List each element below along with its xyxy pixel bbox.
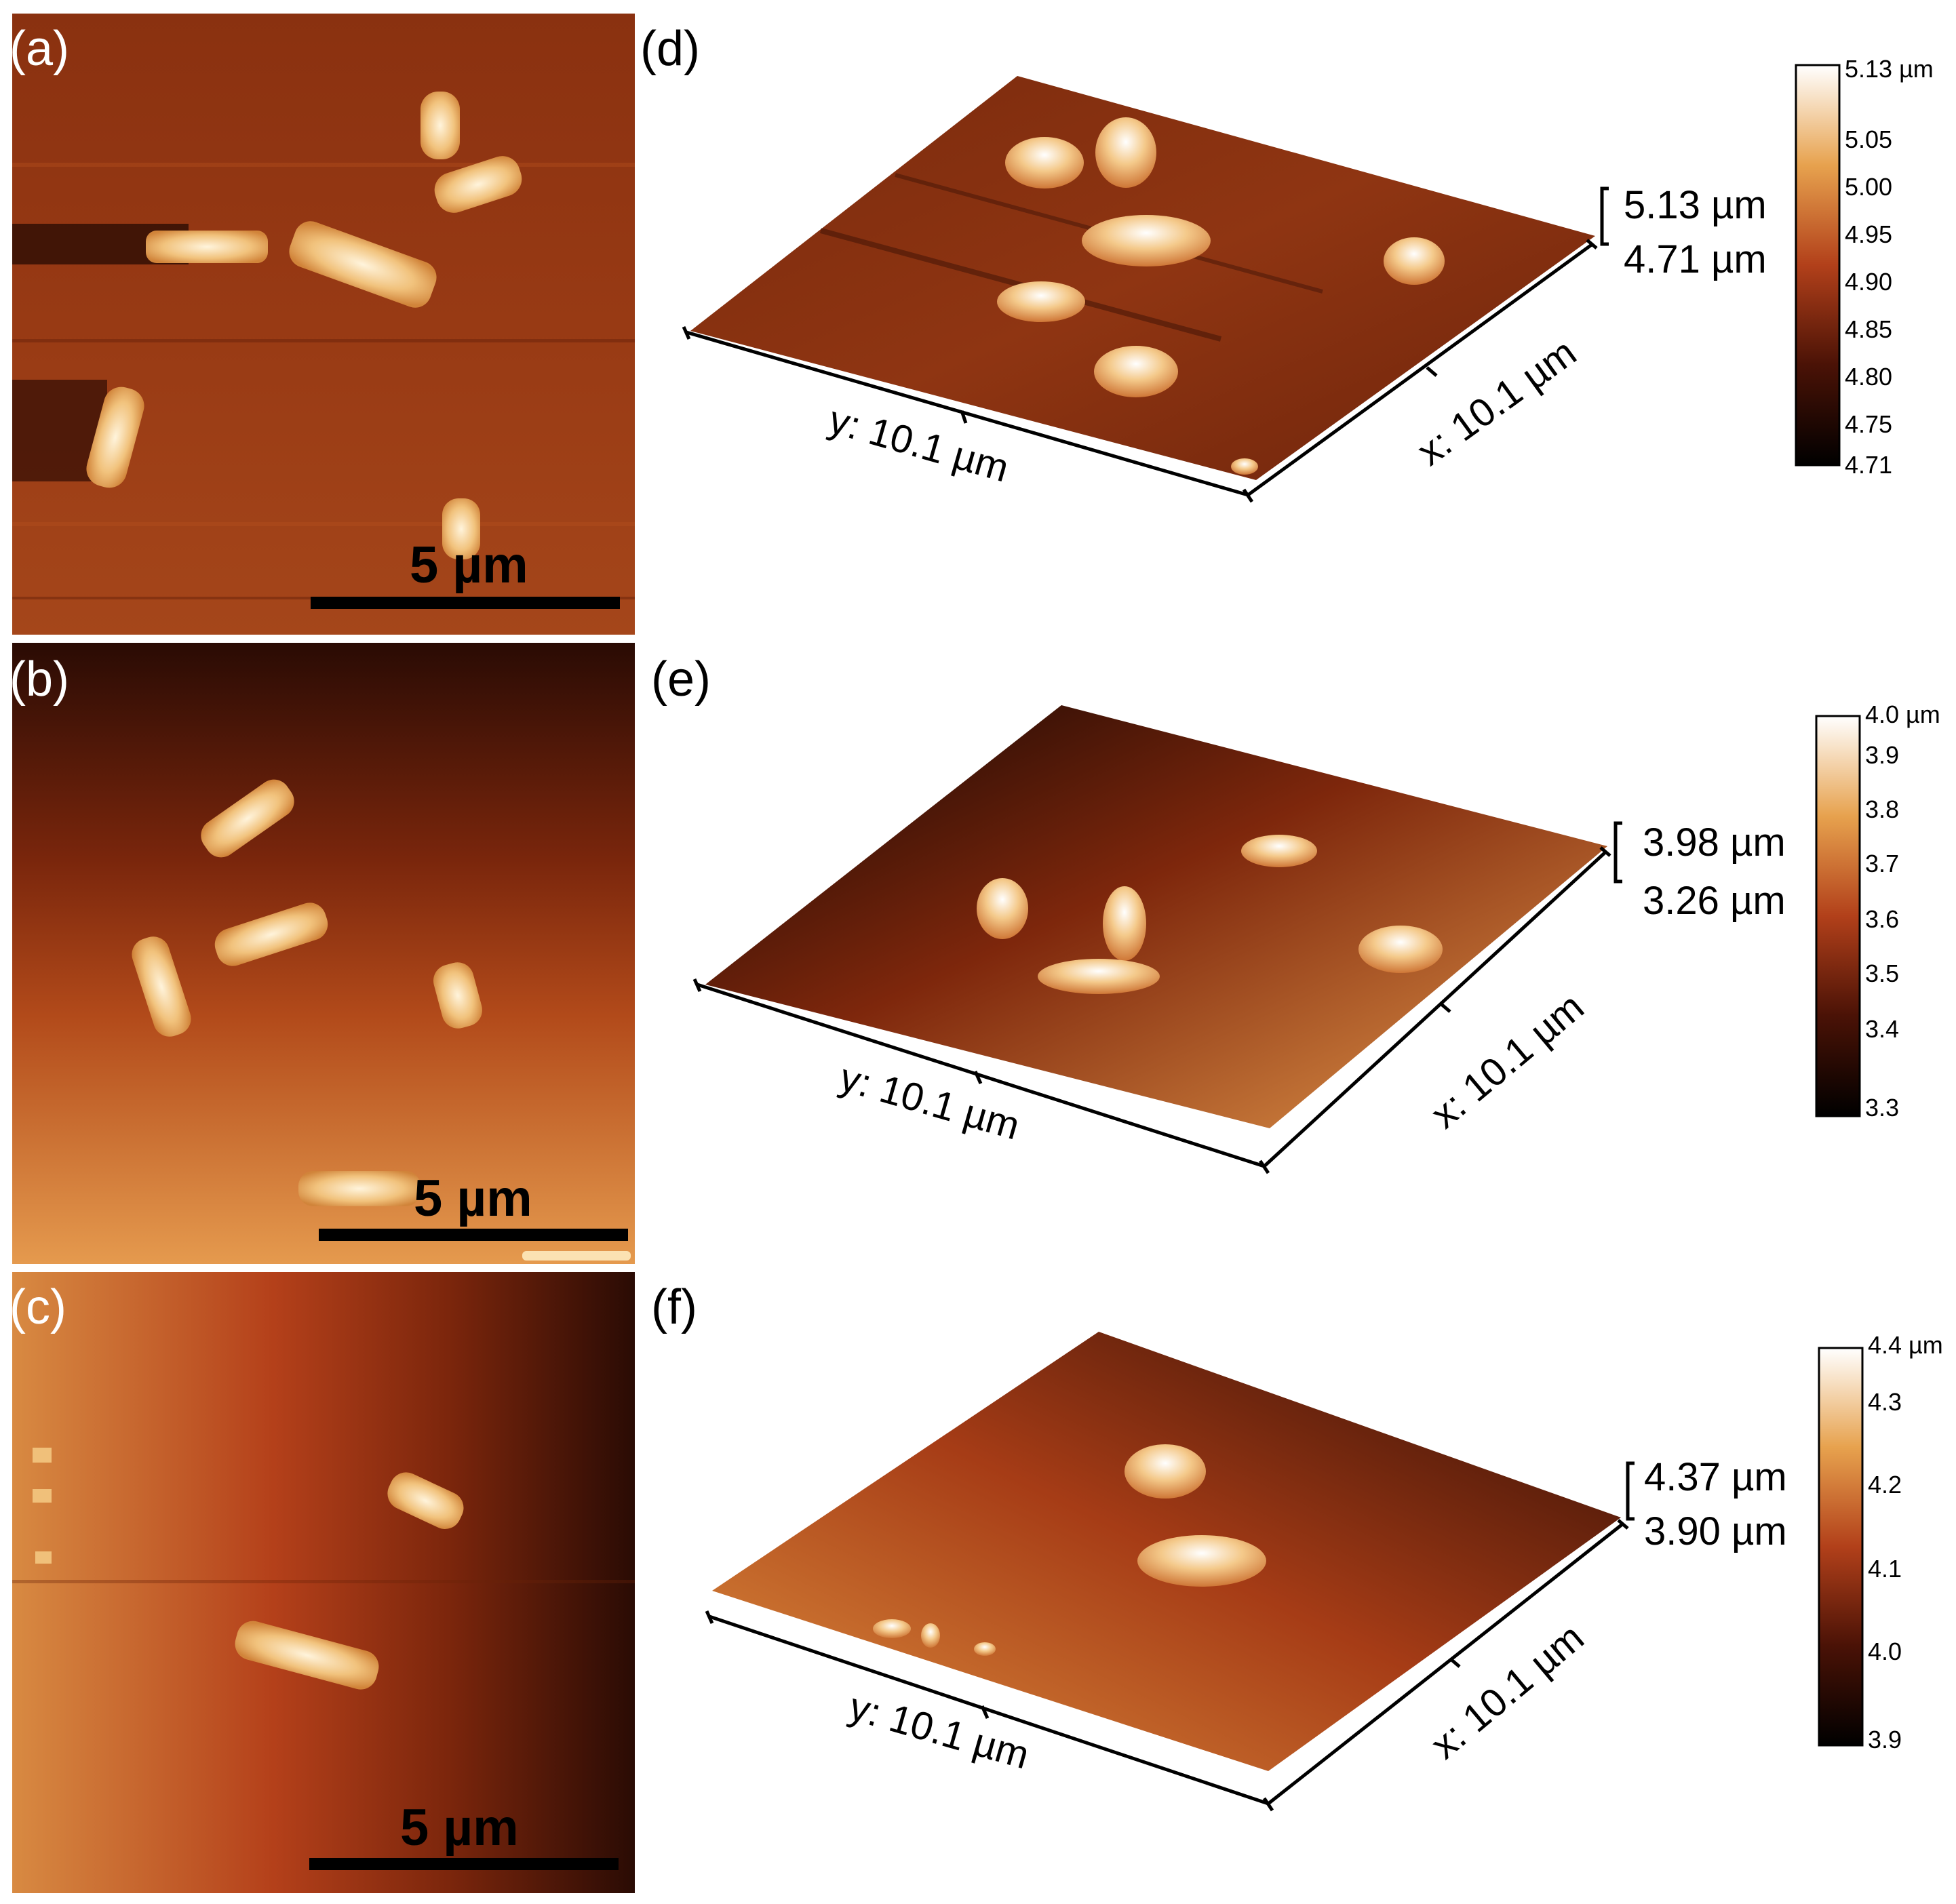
colorbar-tick-e: 3.3	[1865, 1094, 1900, 1122]
panel-label-e: (e)	[651, 652, 711, 707]
range-low-e: 3.26 µm	[1643, 879, 1786, 923]
afm-3d-surface-f	[712, 1332, 1621, 1771]
colorbar-tick-d: 4.71	[1845, 451, 1893, 479]
colorbar-tick-e: 3.9	[1865, 741, 1900, 769]
axis-lines-d	[682, 186, 1609, 503]
panel-label-d: (d)	[640, 22, 700, 76]
range-low-d: 4.71 µm	[1624, 237, 1767, 281]
colorbar-tick-f: 4.3	[1868, 1388, 1902, 1416]
panel-label-f: (f)	[651, 1280, 697, 1334]
scale-bar-label-b: 5 µm	[414, 1170, 532, 1227]
range-high-f: 4.37 µm	[1644, 1455, 1787, 1499]
colorbar-tick-d: 5.00	[1845, 173, 1893, 201]
scale-bar-label-a: 5 µm	[410, 536, 528, 594]
colorbar-tick-e: 3.4	[1865, 1015, 1900, 1043]
colorbar-tick-f: 3.9	[1868, 1726, 1902, 1753]
colorbar-tick-d: 4.95	[1845, 220, 1893, 248]
afm-image-a	[12, 14, 635, 635]
scale-bar-label-c: 5 µm	[400, 1799, 519, 1857]
colorbar-tick-d: 4.90	[1845, 268, 1893, 296]
range-low-f: 3.90 µm	[1644, 1509, 1787, 1553]
panel-label-a: (a)	[9, 22, 69, 76]
afm-3d-surface-e	[705, 705, 1607, 1128]
afm-image-b	[12, 643, 635, 1264]
colorbar-f	[1818, 1347, 1864, 1747]
colorbar-tick-f: 4.1	[1868, 1555, 1902, 1583]
colorbar-tick-d: 4.85	[1845, 315, 1893, 343]
colorbar-tick-d: 4.75	[1845, 410, 1893, 438]
colorbar-tick-d: 4.80	[1845, 363, 1893, 391]
colorbar-tick-f: 4.4 µm	[1868, 1331, 1943, 1359]
axis-lines-f	[705, 1461, 1635, 1812]
afm-image-c	[12, 1272, 635, 1893]
panel-label-b: (b)	[9, 652, 69, 707]
axis-lines-e	[692, 821, 1622, 1174]
colorbar-tick-d: 5.13 µm	[1845, 55, 1934, 83]
range-high-e: 3.98 µm	[1643, 820, 1786, 865]
colorbar-tick-d: 5.05	[1845, 125, 1893, 153]
colorbar-tick-e: 4.0 µm	[1865, 700, 1940, 728]
colorbar-d	[1795, 64, 1841, 467]
colorbar-tick-e: 3.7	[1865, 850, 1900, 877]
colorbar-e	[1815, 715, 1861, 1117]
colorbar-tick-e: 3.6	[1865, 905, 1900, 933]
colorbar-tick-f: 4.2	[1868, 1471, 1902, 1499]
afm-3d-surface-d	[690, 76, 1595, 480]
range-high-d: 5.13 µm	[1624, 183, 1767, 227]
panel-label-c: (c)	[9, 1280, 66, 1334]
scale-bar-c	[309, 1858, 619, 1870]
scale-bar-b	[319, 1229, 628, 1241]
scale-bar-a	[311, 597, 620, 609]
colorbar-tick-f: 4.0	[1868, 1638, 1902, 1665]
colorbar-tick-e: 3.8	[1865, 795, 1900, 823]
colorbar-tick-e: 3.5	[1865, 959, 1900, 987]
